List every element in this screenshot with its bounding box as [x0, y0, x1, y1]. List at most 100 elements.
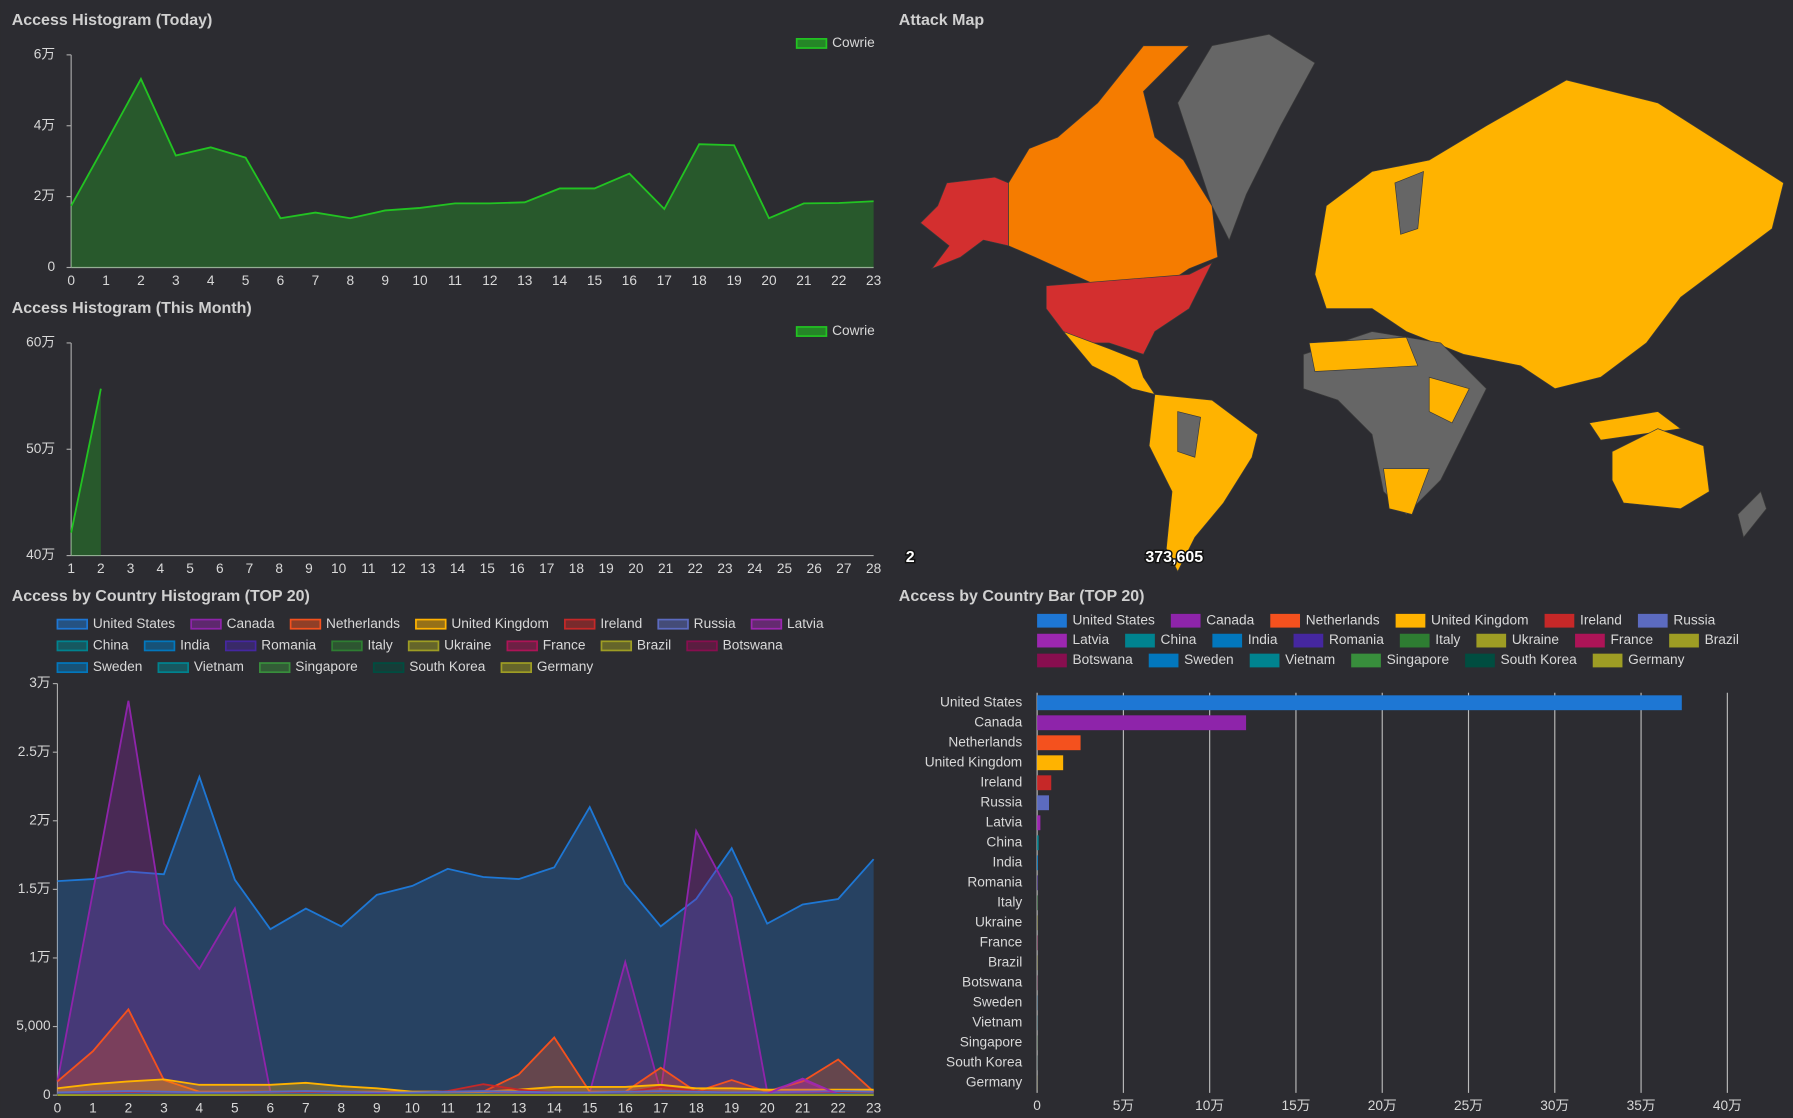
legend-swatch [1351, 653, 1381, 668]
x-tick-label: 8 [346, 273, 354, 288]
y-tick-label: 40万 [26, 547, 55, 562]
x-tick-label: 10 [405, 1100, 421, 1115]
bar [1037, 875, 1038, 891]
bar [1037, 695, 1682, 711]
legend-label: Ukraine [1512, 632, 1560, 647]
legend-label: Canada [227, 616, 275, 631]
legend-swatch [1669, 633, 1699, 648]
x-tick-label: 7 [302, 1100, 310, 1115]
legend-swatch [289, 618, 322, 630]
y-tick-label: United States [940, 694, 1022, 709]
x-tick-label: 5 [242, 273, 250, 288]
y-tick-label: 50万 [26, 441, 55, 456]
legend-label: Russia [1673, 612, 1715, 627]
legend-swatch [1037, 633, 1067, 648]
legend-label: Russia [694, 616, 736, 631]
area-fill [57, 776, 874, 1096]
legend-swatch [500, 662, 533, 674]
legend-label: Vietnam [1285, 652, 1335, 667]
x-tick-label: 6 [267, 1100, 275, 1115]
x-tick-label: 5 [186, 561, 194, 576]
y-tick-label: France [980, 934, 1023, 949]
x-tick-label: 21 [658, 561, 673, 576]
legend-label: Botswana [723, 638, 784, 653]
chart-title: Access Histogram (Today) [12, 12, 213, 29]
y-tick-label: Ireland [980, 774, 1022, 789]
legend-label: France [543, 638, 586, 653]
legend-label: Cowrie [832, 323, 875, 338]
x-tick-label: 19 [599, 561, 614, 576]
x-tick-label: 19 [724, 1100, 739, 1115]
x-tick-label: 3 [127, 561, 135, 576]
legend-swatch [1249, 653, 1280, 668]
legend-label: Germany [1628, 652, 1684, 667]
y-tick-label: 4万 [34, 117, 55, 132]
legend-label: France [1611, 632, 1654, 647]
x-tick-label: 5万 [1113, 1098, 1134, 1113]
x-tick-label: 12 [482, 273, 497, 288]
x-tick-label: 1 [89, 1100, 97, 1115]
x-tick-label: 2 [137, 273, 145, 288]
y-tick-label: 5,000 [16, 1018, 51, 1033]
x-tick-label: 15 [587, 273, 603, 288]
x-tick-label: 8 [275, 561, 283, 576]
legend-label: China [1161, 632, 1197, 647]
x-tick-label: 10 [331, 561, 347, 576]
x-tick-label: 9 [305, 561, 313, 576]
bar [1037, 815, 1041, 831]
x-tick-label: 7 [246, 561, 254, 576]
legend-label: Italy [1435, 632, 1460, 647]
legend-label: Canada [1206, 612, 1254, 627]
x-tick-label: 13 [511, 1100, 527, 1115]
y-tick-label: Latvia [986, 814, 1023, 829]
legend-label: China [93, 638, 129, 653]
x-tick-label: 2 [125, 1100, 133, 1115]
legend-label: Vietnam [194, 659, 244, 674]
x-tick-label: 0 [67, 273, 75, 288]
legend-label: Ireland [1580, 612, 1622, 627]
x-tick-label: 30万 [1540, 1098, 1569, 1113]
legend-swatch [1037, 653, 1067, 668]
x-tick-label: 18 [569, 561, 585, 576]
x-tick-label: 11 [448, 273, 462, 288]
bar [1037, 775, 1052, 791]
legend-swatch [1125, 633, 1155, 648]
legend-swatch [1148, 653, 1179, 668]
x-tick-label: 4 [156, 561, 164, 576]
legend-swatch [1476, 633, 1507, 648]
legend-label: Singapore [1387, 652, 1450, 667]
x-tick-label: 10 [412, 273, 428, 288]
bar [1037, 835, 1039, 851]
legend-swatch [564, 618, 596, 630]
y-tick-label: Vietnam [972, 1014, 1022, 1029]
legend-swatch [1395, 613, 1426, 628]
x-tick-label: 8 [338, 1100, 346, 1115]
y-tick-label: India [993, 854, 1023, 869]
legend-label: Singapore [295, 659, 358, 674]
x-tick-label: 20万 [1368, 1098, 1397, 1113]
x-tick-label: 22 [831, 1100, 846, 1115]
x-tick-label: 6 [216, 561, 224, 576]
legend-swatch [1637, 613, 1668, 628]
x-tick-label: 35万 [1627, 1098, 1656, 1113]
x-tick-label: 17 [653, 1100, 668, 1115]
y-tick-label: South Korea [946, 1054, 1023, 1069]
legend-swatch [1592, 653, 1623, 668]
series-line [57, 774, 875, 931]
x-tick-label: 1 [102, 273, 110, 288]
y-tick-label: Canada [974, 714, 1022, 729]
x-tick-label: 16 [618, 1100, 634, 1115]
legend-swatch [331, 640, 363, 652]
legend-swatch [56, 618, 89, 630]
x-tick-label: 20 [761, 273, 777, 288]
x-tick-label: 18 [689, 1100, 705, 1115]
x-tick-label: 13 [517, 273, 533, 288]
chart-title: Access by Country Histogram (TOP 20) [12, 588, 310, 605]
legend-swatch [1544, 613, 1575, 628]
x-tick-label: 15 [480, 561, 496, 576]
legend-swatch [795, 326, 828, 337]
x-tick-label: 4 [196, 1100, 204, 1115]
legend-swatch [56, 662, 89, 674]
legend-label: Ukraine [444, 638, 492, 653]
x-tick-label: 6 [277, 273, 285, 288]
